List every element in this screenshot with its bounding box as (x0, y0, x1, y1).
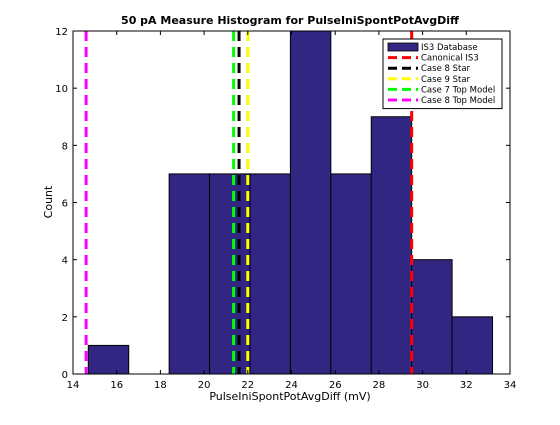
x-tick-label: 14 (67, 380, 80, 391)
y-tick-label: 4 (62, 256, 68, 267)
x-tick-label: 32 (460, 380, 473, 391)
legend-label: Canonical IS3 (421, 54, 479, 64)
legend-label: Case 7 Top Model (421, 85, 495, 95)
legend-label: Case 8 Star (421, 64, 471, 74)
histogram-bar (87, 344, 130, 375)
x-tick-label: 22 (241, 380, 254, 391)
y-axis-label: Count (42, 185, 55, 218)
x-tick-label: 34 (504, 380, 517, 391)
histogram-bar (168, 173, 211, 375)
x-tick-label: 18 (154, 380, 167, 391)
histogram-bar (370, 116, 413, 375)
bars-layer (87, 30, 494, 375)
legend-swatch-patch (387, 42, 419, 52)
chart-title: 50 pA Measure Histogram for PulseIniSpon… (121, 14, 459, 27)
x-tick-label: 24 (285, 380, 298, 391)
x-tick-label: 30 (416, 380, 429, 391)
histogram-bar (209, 173, 251, 375)
y-tick-label: 12 (55, 27, 68, 38)
legend-label: IS3 Database (421, 43, 478, 53)
legend-label: Case 9 Star (421, 75, 471, 85)
x-tick-label: 20 (198, 380, 211, 391)
y-tick-label: 6 (62, 199, 68, 210)
histogram-bar (411, 259, 453, 375)
x-axis-label: PulseIniSpontPotAvgDiff (mV) (209, 390, 370, 403)
histogram-bar (289, 30, 332, 375)
legend-label: Case 8 Top Model (421, 96, 495, 106)
histogram-bar (249, 173, 291, 375)
histogram-bar (330, 173, 372, 375)
y-tick-label: 8 (62, 141, 68, 152)
y-tick-label: 2 (62, 313, 68, 324)
y-tick-label: 10 (55, 84, 68, 95)
x-tick-label: 16 (110, 380, 123, 391)
x-tick-label: 28 (373, 380, 386, 391)
y-tick-label: 0 (62, 370, 68, 381)
x-tick-label: 26 (329, 380, 342, 391)
histogram-bar (451, 316, 494, 375)
